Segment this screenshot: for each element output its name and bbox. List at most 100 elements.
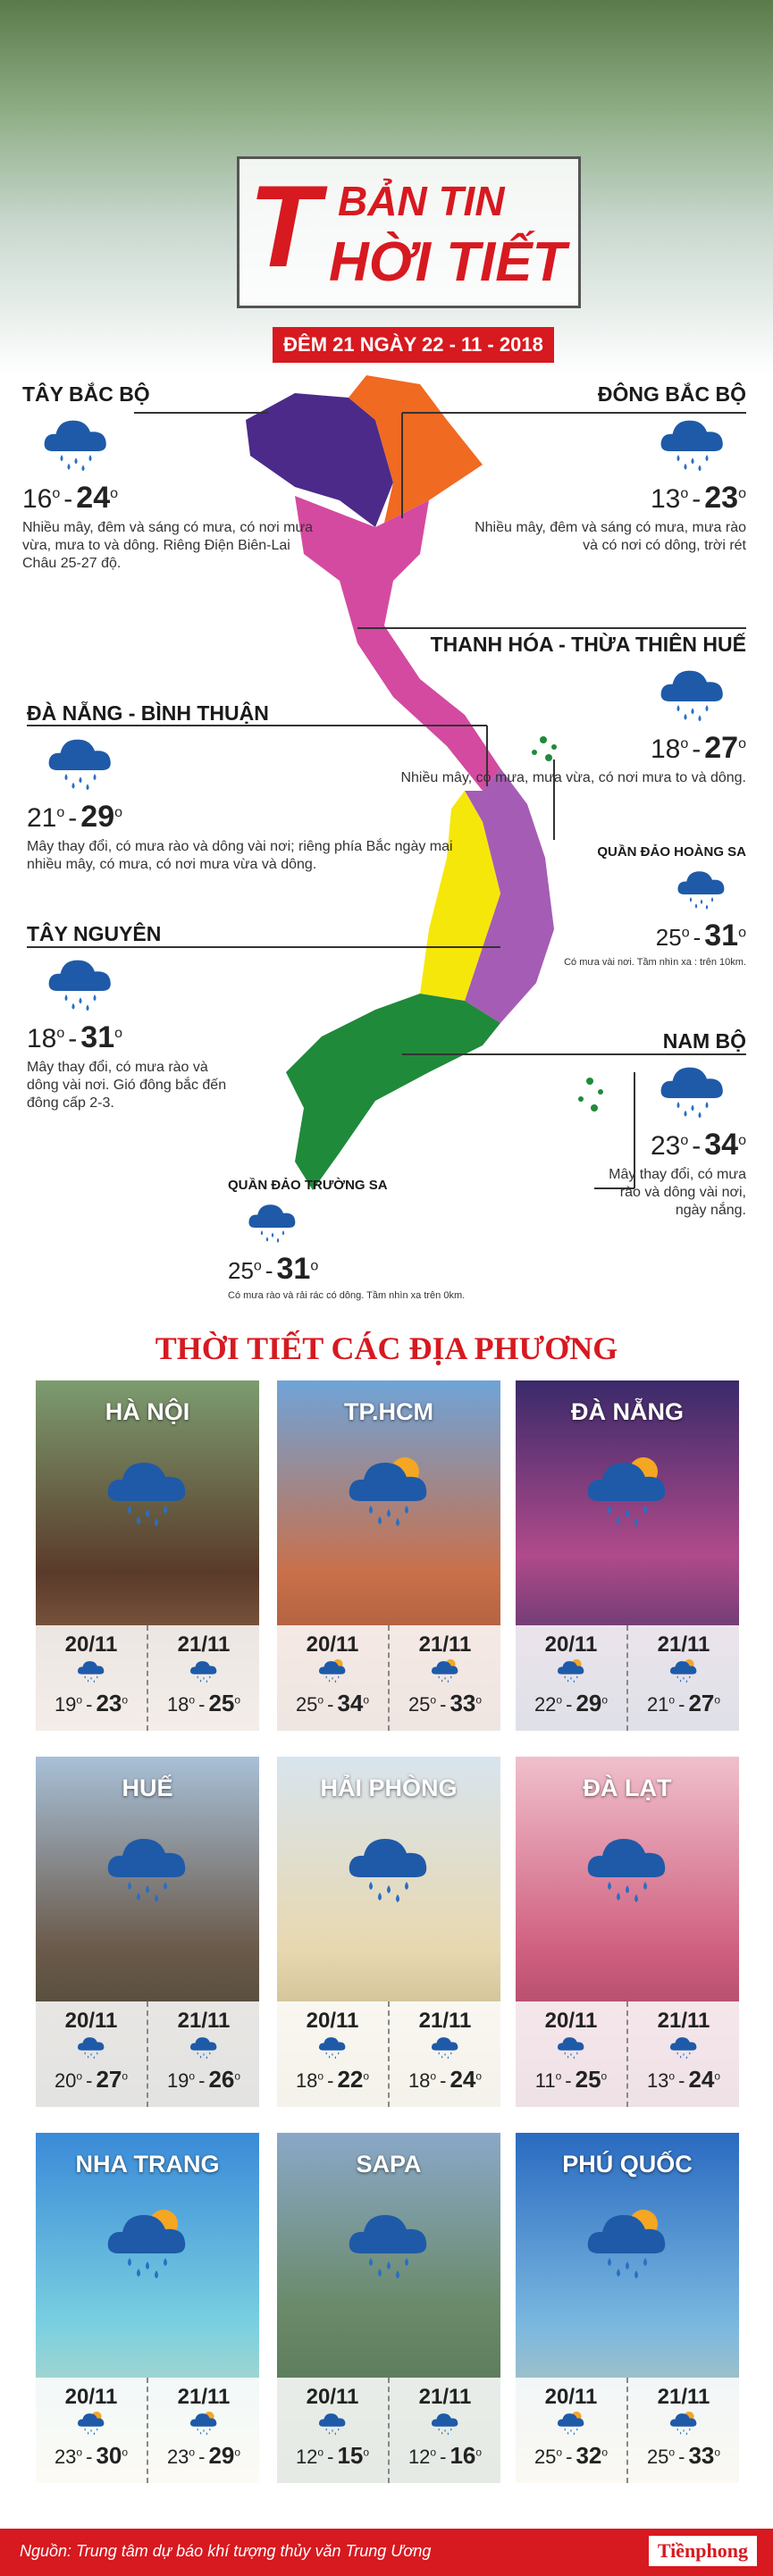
temperature: 13o -24o (628, 2066, 739, 2094)
temperature: 23o -29o (148, 2442, 259, 2470)
icon-wrap (40, 412, 299, 477)
icon-wrap (583, 1828, 672, 1909)
temp-high: 23 (704, 481, 739, 515)
degree: o (475, 2069, 483, 2083)
rain-drop (405, 2258, 408, 2266)
degree: o (601, 1693, 609, 1707)
icon-wrap (344, 1828, 433, 1909)
temp-separator: - (565, 2068, 572, 2092)
icon-wrap (45, 952, 223, 1017)
rain-drop (378, 1516, 382, 1524)
degree: o (714, 1693, 721, 1707)
map-south (286, 994, 500, 1190)
rain-drop (328, 2055, 331, 2059)
degree: o (56, 1026, 65, 1041)
rain-drop (128, 1506, 131, 1514)
rain-drop (74, 457, 78, 465)
weather-icon (669, 1659, 697, 1683)
rain-drop (676, 1675, 678, 1679)
region-name: TÂY BẮC BỘ (22, 382, 150, 406)
forecast-day: 21/11 18o -24o (388, 2001, 500, 2107)
weather-icon (107, 1463, 186, 1526)
temp-high: 31 (276, 1252, 311, 1286)
temp-high: 25 (575, 2065, 601, 2093)
rain-drop (325, 2428, 327, 2431)
forecast-panel: 20/11 20o -27o 21/11 19o -26o (36, 2001, 259, 2107)
degree: o (122, 2446, 129, 2459)
temperature: 12o -15o (277, 2442, 388, 2470)
degree: o (317, 2069, 324, 2083)
weather-icon (349, 1839, 427, 1902)
rain-drop (643, 2258, 647, 2266)
weather-icon (107, 1839, 186, 1902)
weather-icon (431, 2037, 458, 2060)
forecast-date: 21/11 (418, 1632, 472, 1657)
rain-drop (164, 1506, 167, 1514)
region-description: Nhiều mây, có mưa, mưa vừa, có nơi mưa t… (400, 770, 746, 785)
rain-drop (86, 784, 89, 791)
rain-drop (128, 2258, 131, 2266)
temp-separator: - (198, 2068, 206, 2092)
forecast-panel: 20/11 25o -32o 21/11 25o -33o (516, 2378, 739, 2483)
rain-drop (626, 2261, 629, 2270)
temp-low: 25 (534, 2445, 557, 2468)
degree: o (52, 486, 61, 501)
logo: Tiềnphong (648, 2536, 757, 2566)
rain-drop (88, 455, 92, 462)
city-card: TP.HCM 20/11 25o -34o 21/11 25o -33o (277, 1380, 500, 1731)
region: NAM BỘ 23o -34o Mây thay đổi, có mưa rào và… (590, 1029, 746, 1220)
temperature: 18o -22o (277, 2066, 388, 2094)
rain-drop (155, 1518, 158, 1526)
rain-drop (271, 1232, 274, 1238)
temperature: 16o -24o (22, 481, 317, 516)
rain-drop (705, 705, 709, 712)
rain-drop (387, 2261, 391, 2270)
map-northwest (246, 393, 393, 527)
rain-drop (79, 997, 82, 1004)
degree: o (555, 2069, 562, 2083)
cloud (669, 2037, 697, 2051)
rain-drop (676, 455, 680, 462)
rain-drop (405, 1882, 408, 1890)
island-dots (532, 736, 603, 1112)
forecast-day: 20/11 18o -22o (277, 2001, 388, 2107)
rain-drop (206, 1680, 208, 1683)
rain-drop (643, 1882, 647, 1890)
icon-wrap (608, 1059, 728, 1124)
weather-icon (77, 2412, 105, 2436)
temp-separator: - (327, 2445, 334, 2468)
region-description: Nhiều mây, đêm và sáng có mưa, có nơi mư… (22, 520, 314, 571)
temp-separator: - (678, 2445, 685, 2468)
rain-drop (608, 1506, 611, 1514)
map-northeast (349, 375, 483, 523)
rain-drop (576, 2428, 578, 2431)
degree: o (310, 1258, 319, 1274)
rain-drop (683, 1676, 685, 1680)
cloud (318, 1661, 346, 1674)
city-card: SAPA 20/11 12o -15o 21/11 12o -16o (277, 2133, 500, 2483)
temperature: 18o -25o (148, 1690, 259, 1717)
temperature: 23o -34o (590, 1128, 746, 1162)
rain-drop (685, 2432, 688, 2436)
rain-drop (698, 465, 702, 472)
rain-drop (450, 2052, 452, 2055)
rain-drop (203, 2052, 205, 2056)
region: TÂY BẮC BỘ 16o -24o Nhiều mây, đêm và sáng … (22, 382, 317, 573)
forecast-panel: 20/11 25o -34o 21/11 25o -33o (277, 1625, 500, 1731)
weather-icon (44, 420, 106, 472)
cloud (431, 2037, 458, 2051)
temp-low: 22 (534, 1692, 557, 1716)
temp-low: 25 (228, 1257, 254, 1284)
forecast-panel: 20/11 11o -25o 21/11 13o -24o (516, 2001, 739, 2107)
degree: o (122, 2069, 129, 2083)
icon-wrap (45, 731, 438, 796)
rain-drop (276, 1238, 280, 1243)
forecast-date: 21/11 (177, 2009, 231, 2033)
region-name: ĐÀ NẴNG - BÌNH THUẬN (27, 701, 269, 725)
rain-drop (325, 1675, 327, 1679)
rain-drop (564, 2428, 566, 2431)
temperature: 18o -24o (390, 2066, 500, 2094)
degree: o (556, 2446, 563, 2459)
rain-drop (444, 2052, 446, 2056)
cloud (677, 871, 725, 894)
